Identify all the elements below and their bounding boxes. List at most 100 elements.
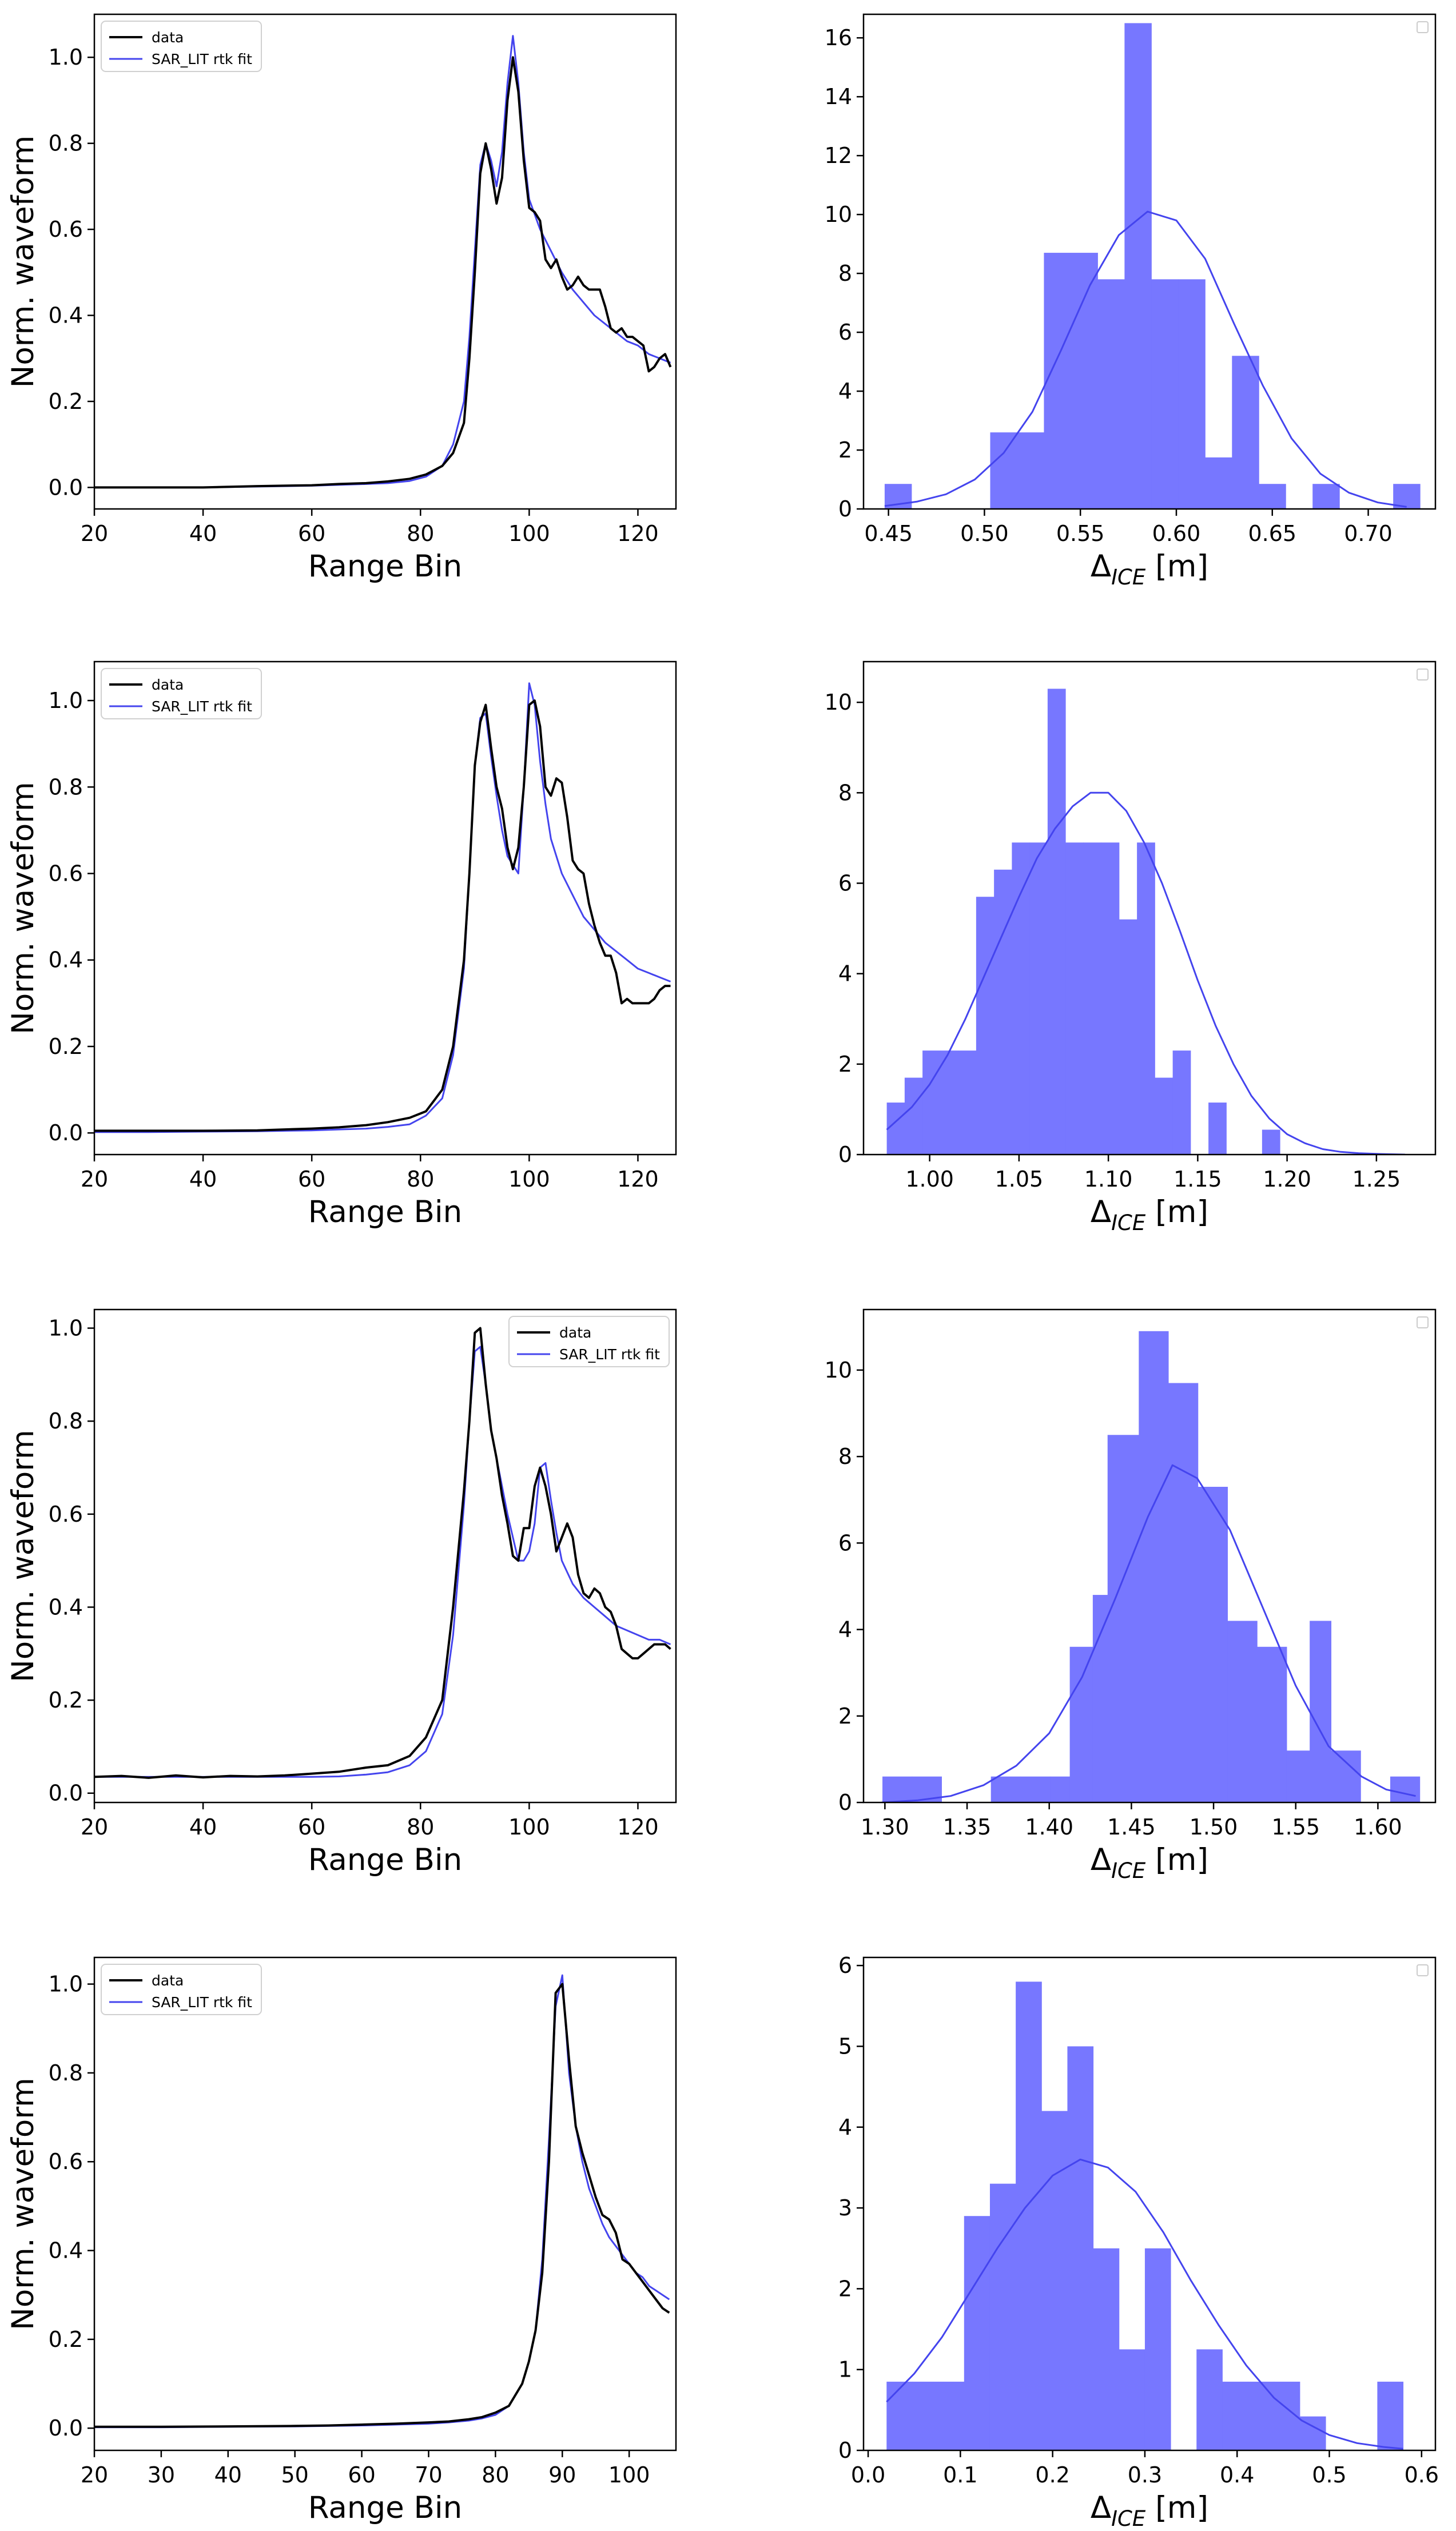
x-axis-label-main: Δ	[1091, 549, 1111, 584]
x-tick-label: 0.50	[960, 521, 1009, 546]
panel-row3-left: 20 40 60 80 100 120 0.0 0.2 0.4 0.6 0.8 1.0 Range Bi…	[6, 1308, 677, 1877]
y-tick-label: 8	[838, 261, 852, 286]
x-tick-label: 0.65	[1248, 521, 1296, 546]
x-tick-label: 80	[407, 521, 434, 546]
y-tick-label: 0.0	[49, 1781, 83, 1806]
plot-area	[886, 1981, 1404, 2450]
x-tick-label: 1.50	[1190, 1814, 1238, 1840]
histogram-bar	[1222, 2381, 1249, 2450]
histogram-bar	[1107, 1435, 1139, 1802]
legend-entry-label: SAR_LIT rtk fit	[152, 51, 252, 67]
x-tick-label: 40	[189, 1167, 217, 1192]
x-tick-label: 0.4	[1220, 2462, 1254, 2488]
histogram-bar	[1092, 1595, 1108, 1802]
y-tick-label: 0.2	[49, 1034, 83, 1059]
histogram-bar	[886, 2381, 913, 2450]
y-tick-label: 1.0	[49, 1316, 83, 1341]
y-tick-label: 1.0	[49, 688, 83, 713]
histogram-bar	[1144, 2248, 1171, 2450]
plot-area	[881, 1331, 1421, 1802]
y-tick-label: 0.2	[49, 1688, 83, 1713]
histogram-bar	[940, 1050, 959, 1155]
histogram-bar	[1041, 2111, 1068, 2450]
x-tick-label: 80	[407, 1167, 434, 1192]
y-tick-label: 0.2	[49, 2327, 83, 2352]
x-tick-label: 50	[281, 2462, 309, 2488]
histogram-bar	[1067, 2046, 1094, 2450]
x-axis-label-unit: [m]	[1145, 2490, 1208, 2525]
gaussian-fit-line	[884, 210, 1407, 508]
y-tick-label: 4	[838, 961, 852, 986]
x-axis-label-unit: [m]	[1145, 1842, 1208, 1877]
x-tick-label: 60	[348, 2462, 375, 2488]
fit-series-line	[94, 1346, 671, 1778]
y-tick-label: 1	[838, 2357, 852, 2382]
axes-frame	[93, 1956, 677, 2452]
x-tick-label: 1.30	[861, 1814, 909, 1840]
x-axis-label-subscript: ICE	[1111, 565, 1146, 590]
x-tick-label: 0.70	[1344, 521, 1393, 546]
axes-frame	[862, 660, 1437, 1156]
panel-row2-right: 1.00 1.05 1.10 1.15 1.20 1.25 0 2 4 6 8 10 ΔICE [m]	[825, 660, 1437, 1235]
histogram-bar	[1312, 484, 1340, 509]
axes-frame	[93, 660, 677, 1156]
x-axis-label-subscript: ICE	[1111, 2506, 1146, 2531]
panel-row2-left: 20 40 60 80 100 120 0.0 0.2 0.4 0.6 0.8 1.0 Range Bi…	[6, 660, 677, 1229]
legend-entry-label: data	[152, 1972, 184, 1989]
histogram-bar	[989, 2183, 1016, 2450]
legend: data SAR_LIT rtk fit	[101, 668, 262, 719]
x-tick-label: 1.00	[905, 1167, 954, 1192]
x-axis-label: ΔICE [m]	[1091, 549, 1208, 590]
legend: data SAR_LIT rtk fit	[101, 21, 262, 72]
x-tick-label: 1.60	[1354, 1814, 1402, 1840]
histogram-bar	[1101, 842, 1120, 1155]
histogram-bar	[1029, 842, 1048, 1155]
x-tick-label: 20	[81, 1814, 108, 1840]
x-tick-label: 1.45	[1107, 1814, 1156, 1840]
y-tick-label: 0.0	[49, 2415, 83, 2441]
legend-entry-label: SAR_LIT rtk fit	[152, 698, 252, 715]
panel-row3-right: 1.30 1.35 1.40 1.45 1.50 1.55 1.60 0 2 4 6 8 10 ΔICE …	[825, 1308, 1437, 1883]
plot-area	[94, 682, 671, 1133]
y-tick-label: 0	[838, 496, 852, 522]
histogram-bar	[886, 1103, 905, 1155]
x-tick-label: 1.25	[1352, 1167, 1401, 1192]
x-tick-label: 120	[617, 521, 659, 546]
y-tick-label: 0.0	[49, 1120, 83, 1145]
x-tick-label: 0.60	[1152, 521, 1201, 546]
histogram-bar	[1139, 1331, 1169, 1802]
y-tick-label: 0.2	[49, 389, 83, 414]
histogram-bar	[1017, 432, 1044, 509]
x-tick-label: 1.15	[1173, 1167, 1222, 1192]
y-tick-label: 4	[838, 379, 852, 404]
x-tick-label: 0.2	[1035, 2462, 1069, 2488]
y-tick-label: 0.6	[49, 861, 83, 886]
plot-area	[94, 1327, 671, 1779]
histogram-bar	[990, 1776, 1021, 1802]
y-tick-label: 1.0	[49, 45, 83, 70]
gaussian-fit-line	[886, 2158, 1403, 2450]
histogram-bar	[1119, 2349, 1145, 2450]
panel-row1-right: 0.45 0.50 0.55 0.60 0.65 0.70 0 2 4 6 8 10 12 14 16 ΔIC…	[825, 13, 1437, 590]
legend-entry-label: data	[152, 676, 184, 693]
empty-legend-box	[1417, 668, 1429, 680]
histogram-bar	[922, 1050, 941, 1155]
histogram-bar	[1286, 1750, 1310, 1802]
data-series-line	[94, 1983, 670, 2428]
x-axis-label: Range Bin	[308, 2490, 463, 2525]
data-series-line	[94, 1327, 671, 1779]
y-tick-label: 8	[838, 1444, 852, 1469]
histogram-bar	[1196, 2349, 1223, 2450]
x-tick-label: 120	[617, 1167, 659, 1192]
y-tick-label: 2	[838, 1704, 852, 1729]
y-tick-label: 0.4	[49, 1594, 83, 1619]
histogram-bar	[1248, 2381, 1275, 2450]
x-axis-label: ΔICE [m]	[1091, 2490, 1208, 2531]
y-tick-label: 6	[838, 871, 852, 896]
y-tick-label: 0	[838, 1142, 852, 1167]
histogram-bar	[1071, 253, 1098, 509]
x-axis-label-main: Δ	[1091, 2490, 1111, 2525]
axes-frame	[862, 13, 1437, 510]
x-axis-label: Range Bin	[308, 549, 463, 584]
histogram-bar	[1137, 842, 1155, 1155]
